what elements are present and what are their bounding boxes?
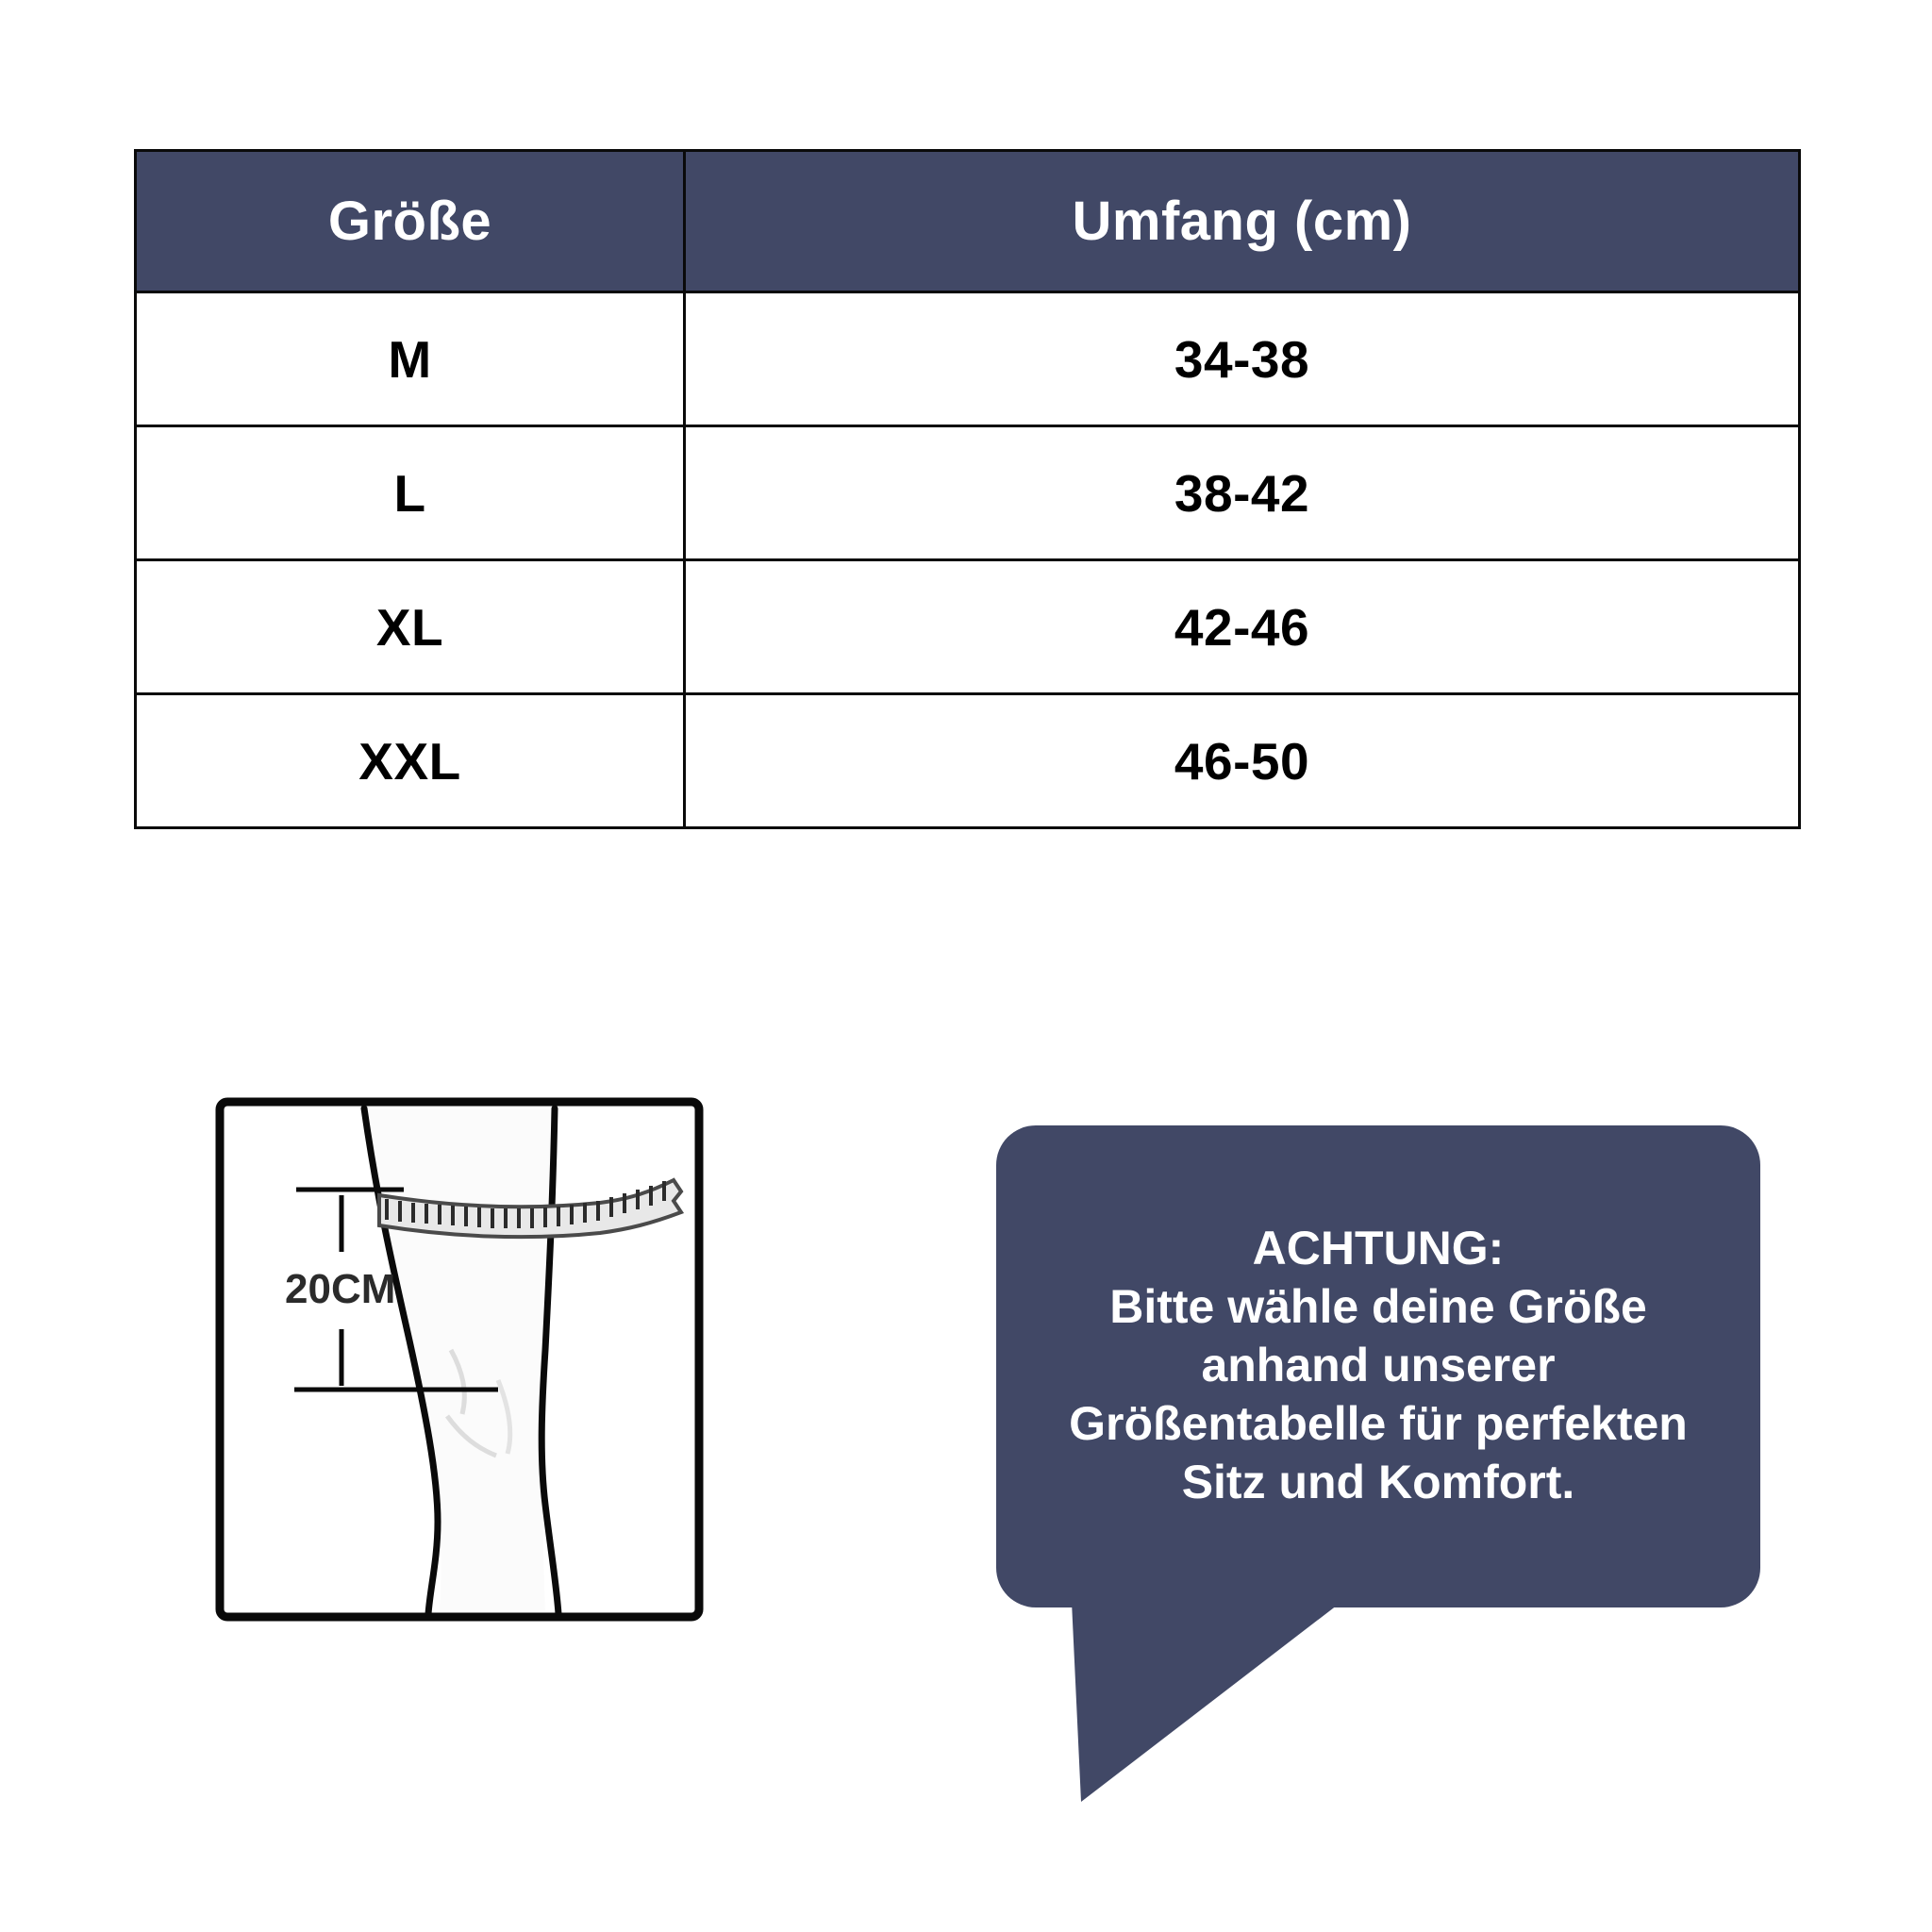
callout-line-1: ACHTUNG: bbox=[1252, 1221, 1505, 1274]
knee-shading-1 bbox=[448, 1348, 467, 1415]
callout-tail bbox=[996, 1602, 1392, 1806]
table-row: M 34-38 bbox=[134, 291, 1801, 427]
table-row: L 38-42 bbox=[134, 425, 1801, 561]
knee-shading-3 bbox=[444, 1414, 497, 1458]
table-row: XL 42-46 bbox=[134, 558, 1801, 695]
cell-circumference: 34-38 bbox=[683, 291, 1801, 427]
callout-line-3: anhand unserer bbox=[1201, 1338, 1556, 1391]
column-header-circumference: Umfang (cm) bbox=[683, 149, 1801, 293]
cell-size: M bbox=[134, 291, 686, 427]
cell-size: XXL bbox=[134, 692, 686, 829]
cell-circumference: 46-50 bbox=[683, 692, 1801, 829]
leg-measurement-diagram: 20CM bbox=[215, 1097, 704, 1622]
size-chart-table: Größe Umfang (cm) M 34-38 L 38-42 XL 42-… bbox=[134, 149, 1801, 829]
callout-line-4: Größentabelle für perfekten bbox=[1069, 1396, 1688, 1450]
table-row: XXL 46-50 bbox=[134, 692, 1801, 829]
callout-tail-shape bbox=[1072, 1602, 1341, 1802]
dimension-label: 20CM bbox=[285, 1266, 395, 1312]
table-header: Größe Umfang (cm) bbox=[134, 149, 1801, 293]
measuring-tape-icon bbox=[377, 1177, 685, 1240]
cell-size: XL bbox=[134, 558, 686, 695]
table-body: M 34-38 L 38-42 XL 42-46 XXL 46-50 bbox=[134, 291, 1801, 829]
cell-circumference: 42-46 bbox=[683, 558, 1801, 695]
table-header-row: Größe Umfang (cm) bbox=[134, 149, 1801, 293]
column-header-size: Größe bbox=[134, 149, 686, 293]
warning-callout-text: ACHTUNG: Bitte wähle deine Größe anhand … bbox=[996, 1125, 1760, 1607]
cell-circumference: 38-42 bbox=[683, 425, 1801, 561]
warning-callout-bubble: ACHTUNG: Bitte wähle deine Größe anhand … bbox=[996, 1125, 1760, 1607]
knee-shading-2 bbox=[495, 1379, 513, 1455]
cell-size: L bbox=[134, 425, 686, 561]
callout-line-5: Sitz und Komfort. bbox=[1181, 1455, 1575, 1508]
callout-line-2: Bitte wähle deine Größe bbox=[1109, 1279, 1647, 1333]
dimension-20cm: 20CM bbox=[285, 1187, 498, 1392]
